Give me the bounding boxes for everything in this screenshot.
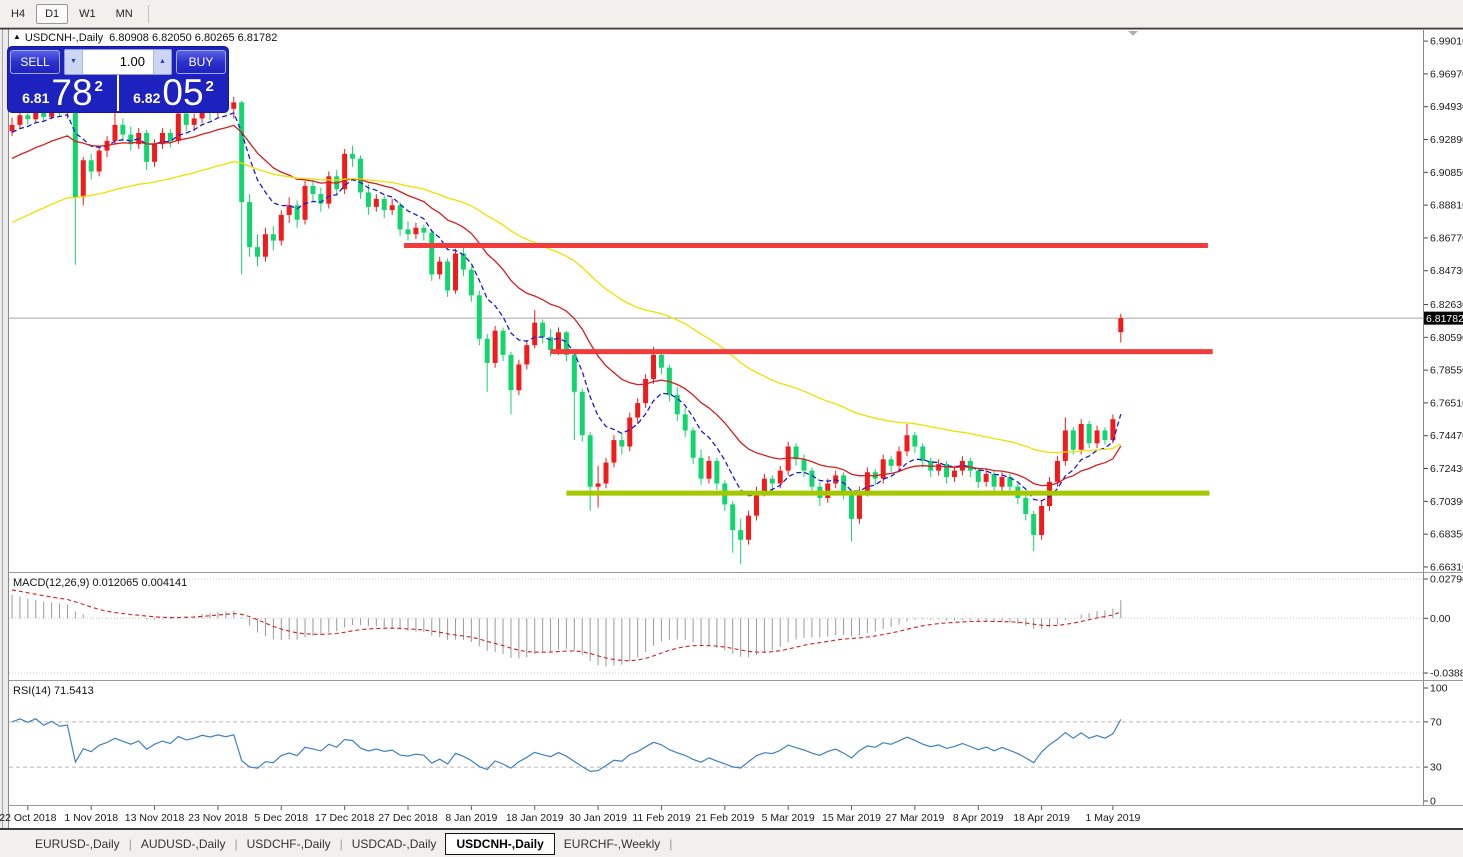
date-axis-label: 1 May 2019 bbox=[1085, 812, 1140, 824]
rsi-pane[interactable] bbox=[9, 682, 1423, 804]
sell-price-pip-digit: 2 bbox=[94, 78, 103, 95]
price-axis-label: 6.94930 bbox=[1430, 101, 1463, 113]
date-axis-label: 1 Nov 2018 bbox=[64, 812, 118, 824]
chart-tab-bar: EURUSD-,Daily | AUDUSD-,Daily | USDCHF-,Dail… bbox=[0, 830, 1463, 857]
date-axis-label: 5 Mar 2019 bbox=[762, 812, 815, 824]
price-axis-label: 6.99010 bbox=[1430, 36, 1463, 48]
date-axis-label: 21 Feb 2019 bbox=[695, 812, 754, 824]
rsi-line bbox=[11, 717, 1122, 773]
macd-histogram bbox=[11, 594, 1122, 667]
chart-tab-usdchf-daily[interactable]: USDCHF-,Daily bbox=[246, 836, 331, 851]
date-axis-label: 13 Nov 2018 bbox=[125, 812, 185, 824]
price-axis-label: 6.86770 bbox=[1430, 232, 1463, 244]
date-axis-label: 23 Nov 2018 bbox=[188, 812, 248, 824]
price-axis-label: 6.88810 bbox=[1430, 200, 1463, 212]
timeframe-tab-h4[interactable]: H4 bbox=[11, 7, 26, 20]
macd-axis-label: -0.038871 bbox=[1430, 668, 1463, 680]
price-axis-label: 6.78550 bbox=[1430, 365, 1463, 377]
volume-increase-icon[interactable]: ▲ bbox=[153, 49, 171, 74]
chart-tab-eurchf-weekly[interactable]: EURCHF-,Weekly bbox=[563, 836, 661, 851]
chart-tab-audusd-daily[interactable]: AUDUSD-,Daily bbox=[140, 836, 226, 851]
rsi-axis-label: 0 bbox=[1430, 796, 1436, 808]
date-axis-label: 30 Jan 2019 bbox=[569, 812, 627, 824]
date-axis-label: 15 Mar 2019 bbox=[822, 812, 881, 824]
current-price-value: 6.81782 bbox=[1426, 313, 1463, 325]
toolbar-separator bbox=[147, 4, 149, 23]
date-axis-label: 18 Jan 2019 bbox=[506, 812, 564, 824]
buy-price-prefix: 6.82 bbox=[133, 90, 161, 106]
timeframe-tab-d1[interactable]: D1 bbox=[36, 3, 69, 24]
macd-axis-label: 0.00 bbox=[1430, 613, 1451, 625]
timeframe-toolbar: H4 D1 W1 MN bbox=[0, 0, 1463, 28]
date-axis-label: 8 Jan 2019 bbox=[445, 812, 497, 824]
price-axis-label: 6.92890 bbox=[1430, 134, 1463, 146]
macd-pane[interactable] bbox=[9, 574, 1423, 678]
price-axis-label: 6.82630 bbox=[1430, 299, 1463, 311]
rsi-axis-label: 30 bbox=[1430, 762, 1442, 774]
date-axis-label: 18 Apr 2019 bbox=[1013, 812, 1070, 824]
date-axis-label: 27 Mar 2019 bbox=[885, 812, 944, 824]
date-axis-label: 22 Oct 2018 bbox=[0, 812, 57, 824]
macd-signal-line bbox=[11, 589, 1121, 662]
volume-decrease-icon[interactable]: ▼ bbox=[65, 49, 83, 74]
price-axis-label: 6.90850 bbox=[1430, 167, 1463, 179]
tab-separator: | bbox=[128, 836, 132, 851]
tab-separator: | bbox=[339, 836, 343, 851]
chart-symbol-label: USDCNH-,Daily bbox=[24, 32, 104, 44]
date-axis-label: 11 Feb 2019 bbox=[632, 812, 690, 824]
price-axis-label: 6.66310 bbox=[1430, 561, 1463, 573]
date-axis-label: 17 Dec 2018 bbox=[315, 812, 375, 824]
macd-indicator-label: MACD(12,26,9) 0.012065 0.004141 bbox=[13, 577, 188, 589]
chart-title: ▲ USDCNH-,Daily 6.80908 6.82050 6.80265 6.… bbox=[13, 32, 277, 44]
one-click-trade-panel: SELL ▼ ▲ BUY 6.81 78 2 6.82 05 2 bbox=[8, 47, 228, 112]
rsi-axis-label: 70 bbox=[1430, 716, 1442, 728]
chart-ohlc-values: 6.80908 6.82050 6.80265 6.81782 bbox=[109, 32, 278, 44]
price-axis-label: 6.84730 bbox=[1430, 265, 1463, 277]
buy-quote[interactable]: 6.82 05 2 bbox=[119, 72, 228, 113]
fast-ma-line bbox=[11, 112, 1122, 502]
sell-price-big-digits: 78 bbox=[51, 72, 93, 113]
sell-button[interactable]: SELL bbox=[10, 49, 60, 74]
buy-button[interactable]: BUY bbox=[176, 49, 226, 74]
sell-quote[interactable]: 6.81 78 2 bbox=[8, 72, 119, 113]
date-axis-label: 27 Dec 2018 bbox=[378, 812, 438, 824]
date-axis: 22 Oct 2018 1 Nov 2018 13 Nov 2018 23 Nov 2… bbox=[0, 806, 1140, 824]
current-price-badge bbox=[1424, 311, 1463, 325]
price-axis-label: 6.72430 bbox=[1430, 463, 1463, 475]
sell-price-prefix: 6.81 bbox=[22, 90, 50, 106]
price-axis-label: 6.70390 bbox=[1430, 496, 1463, 508]
chart-tab-usdcnh-daily[interactable]: USDCNH-,Daily bbox=[445, 832, 555, 855]
chart-tab-usdcad-daily[interactable]: USDCAD-,Daily bbox=[351, 836, 437, 851]
symbol-marker-icon: ▲ bbox=[13, 32, 21, 41]
timeframe-tab-w1[interactable]: W1 bbox=[79, 7, 96, 20]
price-axis-label: 6.74470 bbox=[1430, 430, 1463, 442]
buy-price-big-digits: 05 bbox=[162, 72, 204, 113]
rsi-axis-label: 100 bbox=[1430, 683, 1448, 695]
rsi-indicator-label: RSI(14) 71.5413 bbox=[13, 685, 94, 697]
buy-price-pip-digit: 2 bbox=[205, 78, 214, 95]
macd-axis-label: 0.027908 bbox=[1430, 574, 1463, 586]
price-axis-label: 6.68350 bbox=[1430, 529, 1463, 541]
tab-separator: | bbox=[234, 836, 238, 851]
chart-tab-eurusd-daily[interactable]: EURUSD-,Daily bbox=[35, 836, 120, 851]
window-left-edge bbox=[0, 28, 8, 829]
price-axis-label: 6.80590 bbox=[1430, 332, 1463, 344]
price-axis: 6.99010 6.96970 6.94930 6.92890 6.90850 6.888… bbox=[1424, 36, 1463, 573]
scroll-end-marker-icon[interactable] bbox=[1128, 31, 1138, 36]
price-axis-label: 6.76510 bbox=[1430, 397, 1463, 409]
slow-ma-line bbox=[11, 161, 1122, 454]
volume-input[interactable] bbox=[83, 49, 153, 74]
date-axis-label: 8 Apr 2019 bbox=[953, 812, 1004, 824]
volume-control: ▼ ▲ bbox=[64, 48, 172, 75]
timeframe-tab-mn[interactable]: MN bbox=[115, 7, 133, 20]
price-axis-label: 6.96970 bbox=[1430, 68, 1463, 80]
date-axis-label: 5 Dec 2018 bbox=[254, 812, 308, 824]
medium-ma-line bbox=[11, 124, 1122, 487]
tab-separator: | bbox=[669, 836, 673, 851]
